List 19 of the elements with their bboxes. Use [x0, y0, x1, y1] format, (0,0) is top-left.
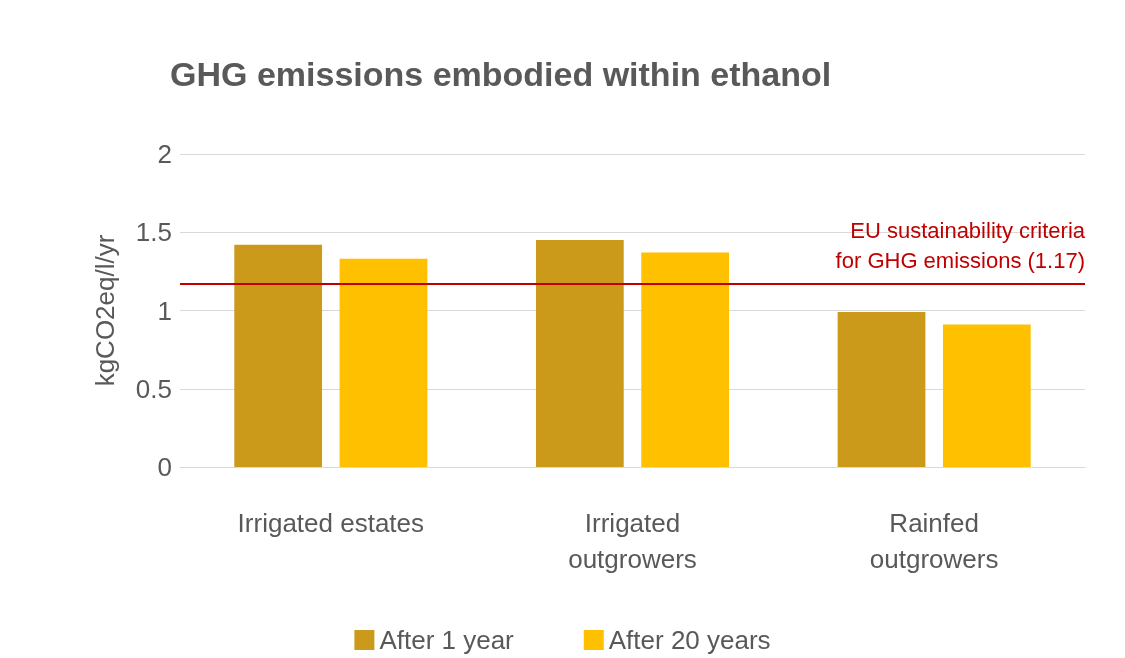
- x-tick-label: Rainfed outgrowers: [869, 508, 999, 574]
- bar: [641, 252, 730, 467]
- bar: [942, 324, 1031, 467]
- y-tick-label: 0: [157, 452, 172, 482]
- bar: [837, 312, 926, 467]
- bar: [234, 244, 323, 467]
- legend-label: After 1 year: [379, 625, 515, 655]
- y-tick-label: 1.5: [135, 217, 172, 248]
- y-axis-title: kgCO2eq/l/yr: [90, 234, 120, 387]
- x-tick-label: Irrigated outgrowers: [568, 508, 697, 574]
- bar: [535, 240, 624, 467]
- y-tick-label: 0.5: [135, 373, 172, 404]
- x-tick-label: Irrigated estates: [237, 508, 425, 538]
- legend-label: After 20 years: [608, 625, 771, 655]
- chart-title: GHG emissions embodied within ethanol: [170, 55, 832, 93]
- y-tick-label: 1: [157, 295, 172, 326]
- bar: [339, 258, 428, 467]
- ref-line-label: EU sustainability criteria for GHG emissions (1.17): [835, 218, 1086, 274]
- y-tick-label: 2: [157, 139, 172, 169]
